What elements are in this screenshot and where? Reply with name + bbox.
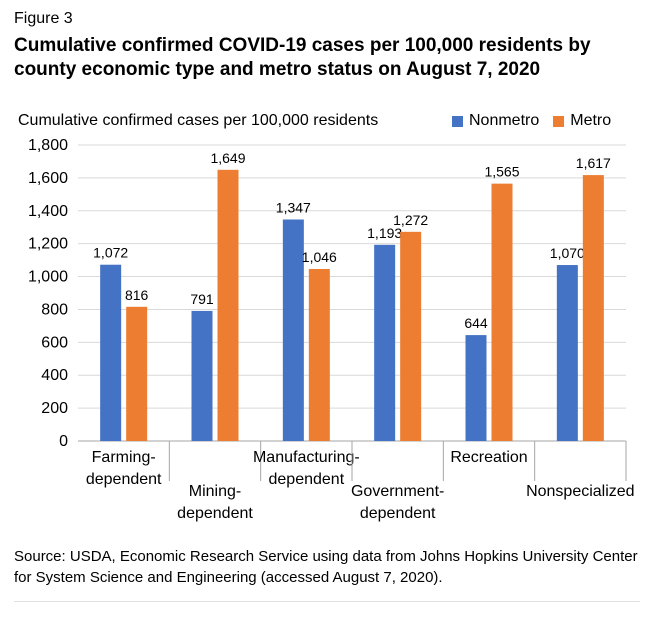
legend-swatch-nonmetro <box>452 115 463 127</box>
y-tick-label: 800 <box>41 301 68 318</box>
category-label: Recreation <box>450 449 527 466</box>
data-label: 1,347 <box>276 199 311 215</box>
category-label: Government- <box>351 483 444 500</box>
legend-label-nonmetro: Nonmetro <box>469 112 540 129</box>
figure-label: Figure 3 <box>14 10 73 27</box>
y-tick-label: 600 <box>41 334 68 351</box>
legend-item-nonmetro: Nonmetro <box>452 112 539 130</box>
legend-item-metro: Metro <box>553 112 611 130</box>
y-tick-label: 1,400 <box>28 203 68 220</box>
category-label: dependent <box>177 505 253 522</box>
y-tick-label: 0 <box>59 433 68 450</box>
category-label: Mining- <box>189 483 241 500</box>
bar-nonmetro <box>282 219 304 441</box>
bar-nonmetro <box>100 264 122 441</box>
category-label: Nonspecialized <box>526 483 635 500</box>
y-tick-label: 200 <box>41 400 68 417</box>
bar-nonmetro <box>191 310 213 441</box>
data-label: 1,046 <box>302 249 337 265</box>
y-tick-label: 400 <box>41 367 68 384</box>
y-tick-label: 1,600 <box>28 170 68 187</box>
y-tick-label: 1,800 <box>28 137 68 154</box>
source-note: Source: USDA, Economic Research Service … <box>14 548 638 586</box>
data-label: 791 <box>190 291 214 307</box>
bar-metro <box>582 175 604 442</box>
data-label: 1,565 <box>484 164 519 180</box>
bar-nonmetro <box>556 265 578 441</box>
category-label: dependent <box>269 471 345 488</box>
bar-metro <box>308 268 330 441</box>
y-tick-label: 1,200 <box>28 236 68 253</box>
category-label: Farming- <box>92 449 156 466</box>
data-label: 1,649 <box>210 150 245 166</box>
divider <box>14 601 640 602</box>
bar-nonmetro <box>374 244 396 441</box>
category-label: dependent <box>86 471 162 488</box>
bar-metro <box>217 169 239 441</box>
legend-label-metro: Metro <box>570 112 612 129</box>
bar-metro <box>491 183 513 441</box>
legend: Nonmetro Metro <box>452 112 625 130</box>
category-label: dependent <box>360 505 436 522</box>
bar-metro <box>400 231 422 441</box>
legend-swatch-metro <box>553 115 565 127</box>
bar-nonmetro <box>465 335 487 441</box>
data-label: 1,070 <box>550 245 585 261</box>
data-label: 1,617 <box>576 155 611 171</box>
bar-chart: 0 200 400 600 800 1,000 1,200 1,400 1,600 1,800 1,… <box>28 137 635 522</box>
data-label: 816 <box>125 287 149 303</box>
data-label: 1,193 <box>367 225 402 241</box>
data-label: 1,272 <box>393 212 428 228</box>
data-label: 644 <box>464 315 488 331</box>
y-axis-label: Cumulative confirmed cases per 100,000 r… <box>18 112 379 129</box>
category-label: Manufacturing- <box>253 449 360 466</box>
y-tick-label: 1,000 <box>28 269 68 286</box>
chart-title: Cumulative confirmed COVID-19 cases per … <box>14 35 591 80</box>
bar-metro <box>126 306 148 441</box>
data-label: 1,072 <box>93 245 128 261</box>
